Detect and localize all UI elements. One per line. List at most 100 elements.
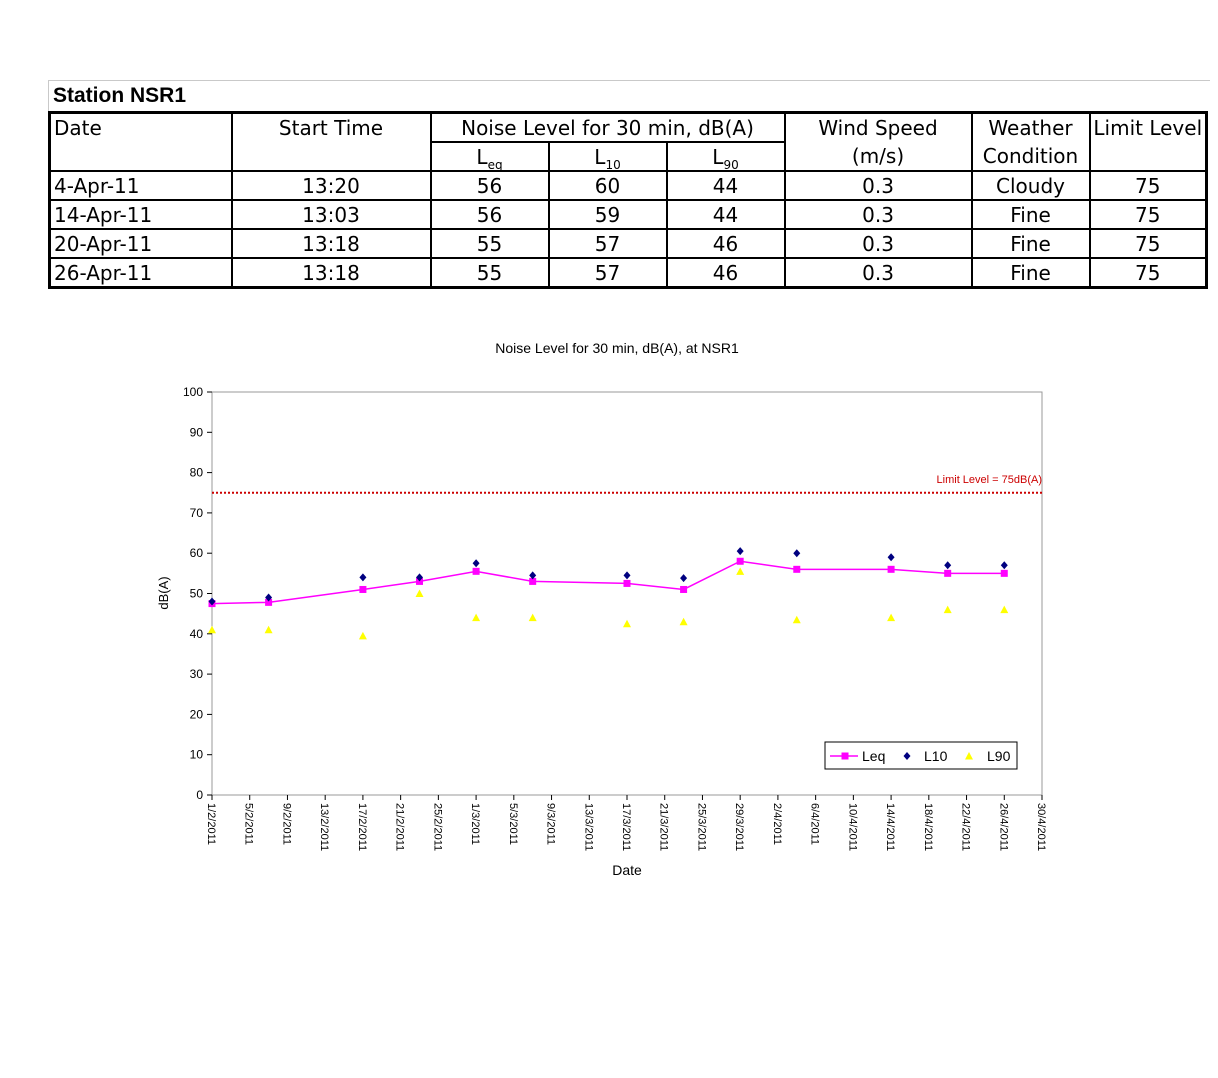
point-l90 bbox=[943, 605, 952, 614]
y-tick-label: 50 bbox=[190, 587, 204, 601]
y-axis-label: dB(A) bbox=[156, 576, 171, 609]
x-tick-label: 29/3/2011 bbox=[733, 803, 745, 851]
point-leq bbox=[416, 577, 423, 585]
x-tick-label: 30/4/2011 bbox=[1035, 803, 1047, 851]
x-tick-label: 14/4/2011 bbox=[884, 803, 896, 851]
cell-wind: 0.3 bbox=[783, 170, 973, 201]
point-l10 bbox=[208, 597, 216, 606]
limit-reference: Limit Level = 75dB(A) bbox=[212, 474, 1042, 494]
point-leq bbox=[793, 565, 801, 573]
point-l90 bbox=[887, 613, 896, 622]
cell-weather: Fine bbox=[970, 199, 1091, 230]
y-tick-label: 70 bbox=[190, 506, 204, 520]
header-l90-sub: 90 bbox=[723, 157, 739, 171]
x-tick-label: 9/2/2011 bbox=[280, 803, 292, 845]
point-leq bbox=[623, 579, 631, 587]
point-l10 bbox=[265, 593, 273, 602]
cell-leq: 56 bbox=[429, 170, 550, 201]
series-l90 bbox=[208, 567, 1009, 640]
point-l10 bbox=[944, 561, 952, 570]
point-l90 bbox=[208, 625, 216, 634]
header-weather-line2: Condition bbox=[982, 144, 1079, 168]
point-leq bbox=[680, 585, 688, 593]
point-l90 bbox=[736, 567, 745, 575]
x-tick-label: 25/3/2011 bbox=[695, 803, 707, 851]
cell-date: 26-Apr-11 bbox=[48, 257, 233, 289]
noise-table: Date Start Time Noise Level for 30 min, … bbox=[48, 111, 1209, 289]
header-l90: L90 bbox=[665, 141, 786, 172]
y-tick-label: 100 bbox=[183, 385, 203, 399]
header-leq-main: L bbox=[476, 144, 488, 169]
cell-wind: 0.3 bbox=[783, 199, 973, 230]
cell-date: 14-Apr-11 bbox=[48, 199, 233, 230]
cell-limit: 75 bbox=[1088, 170, 1208, 201]
table-subheader-row: Leq L10 L90 bbox=[50, 141, 1207, 172]
series-l10 bbox=[208, 547, 1008, 606]
cell-wind: 0.3 bbox=[783, 228, 973, 259]
cell-l90: 46 bbox=[665, 228, 786, 259]
cell-start-time: 13:03 bbox=[230, 199, 432, 230]
point-leq bbox=[944, 569, 952, 577]
cell-l90: 46 bbox=[665, 257, 786, 289]
chart-legend: Leq L10 L90 bbox=[824, 741, 1018, 770]
point-leq bbox=[1000, 569, 1008, 577]
header-wind-speed: Wind Speed (m/s) bbox=[783, 111, 973, 172]
legend-label-l90: L90 bbox=[987, 748, 1011, 764]
legend-marker-l90 bbox=[965, 752, 973, 760]
cell-leq: 55 bbox=[429, 257, 550, 289]
y-tick-label: 80 bbox=[190, 466, 204, 480]
table-row: 14-Apr-11 13:03 56 59 44 0.3 Fine 75 bbox=[48, 199, 1208, 230]
x-tick-label: 5/2/2011 bbox=[243, 803, 255, 845]
cell-l90: 44 bbox=[665, 170, 786, 201]
table-header-row: Date Start Time Noise Level for 30 min, … bbox=[48, 111, 1208, 172]
legend-marker-leq bbox=[841, 752, 849, 760]
table-row: 4-Apr-11 13:20 56 60 44 0.3 Cloudy 75 bbox=[48, 170, 1208, 201]
cell-date: 20-Apr-11 bbox=[48, 228, 233, 259]
point-l90 bbox=[358, 631, 367, 640]
point-l90 bbox=[528, 613, 537, 622]
point-leq bbox=[529, 577, 537, 585]
x-tick-label: 13/3/2011 bbox=[582, 803, 594, 851]
point-l10 bbox=[359, 573, 367, 582]
header-leq-sub: eq bbox=[487, 157, 503, 171]
y-axis: 0 10 20 30 40 50 60 70 80 90 100 bbox=[183, 385, 212, 802]
point-leq bbox=[359, 585, 367, 593]
header-weather-line1: Weather bbox=[988, 116, 1073, 140]
cell-l90: 44 bbox=[665, 199, 786, 230]
point-l10 bbox=[887, 553, 895, 562]
x-tick-label: 17/2/2011 bbox=[356, 803, 368, 851]
cell-date: 4-Apr-11 bbox=[48, 170, 233, 201]
header-l10: L10 bbox=[547, 141, 668, 172]
x-tick-label: 5/3/2011 bbox=[507, 803, 519, 845]
header-l10-sub: 10 bbox=[605, 157, 621, 171]
point-l90 bbox=[1000, 605, 1009, 614]
point-leq bbox=[736, 557, 744, 565]
point-l90 bbox=[264, 625, 273, 634]
point-l10 bbox=[529, 571, 537, 580]
x-tick-label: 1/2/2011 bbox=[205, 803, 217, 845]
x-tick-label: 10/4/2011 bbox=[846, 803, 858, 851]
legend-label-leq: Leq bbox=[862, 748, 885, 764]
y-tick-label: 0 bbox=[196, 788, 203, 802]
x-tick-label: 26/4/2011 bbox=[997, 803, 1009, 851]
x-tick-label: 6/4/2011 bbox=[809, 803, 821, 845]
plot-area bbox=[211, 391, 1043, 796]
header-noise-group: Noise Level for 30 min, dB(A) bbox=[429, 111, 786, 143]
noise-chart: Noise Level for 30 min, dB(A), at NSR1 0… bbox=[0, 330, 1218, 890]
x-tick-label: 18/4/2011 bbox=[922, 803, 934, 851]
limit-label: Limit Level = 75dB(A) bbox=[937, 474, 1042, 486]
y-tick-label: 60 bbox=[190, 546, 204, 560]
point-l90 bbox=[415, 589, 424, 597]
point-leq bbox=[265, 598, 273, 606]
cell-limit: 75 bbox=[1088, 199, 1208, 230]
x-tick-label: 21/3/2011 bbox=[658, 803, 670, 851]
point-l10 bbox=[416, 573, 423, 582]
header-limit-level: Limit Level bbox=[1088, 111, 1208, 172]
chart-svg: Noise Level for 30 min, dB(A), at NSR1 0… bbox=[156, 340, 1047, 878]
header-date: Date bbox=[48, 111, 233, 172]
header-leq: Leq bbox=[429, 141, 550, 172]
cell-start-time: 13:20 bbox=[230, 170, 432, 201]
y-tick-label: 20 bbox=[190, 707, 204, 721]
x-tick-label: 22/4/2011 bbox=[960, 803, 972, 851]
x-tick-label: 25/2/2011 bbox=[431, 803, 443, 851]
